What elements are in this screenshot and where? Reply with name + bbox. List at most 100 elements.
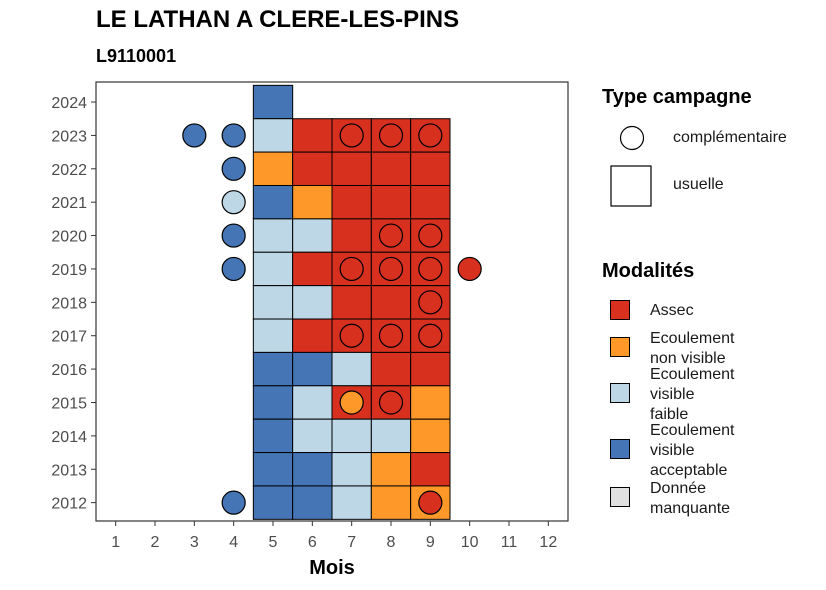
point-2021-4 — [221, 190, 246, 215]
cell-2022-5 — [252, 151, 294, 186]
cell-2021-6 — [292, 184, 333, 220]
point-2023-9 — [418, 123, 443, 148]
cell-2022-8 — [370, 151, 412, 186]
x-tick-label-2: 2 — [151, 534, 160, 551]
cell-2015-5 — [252, 385, 294, 420]
legend-type-circle: complémentaire — [610, 122, 787, 171]
cell-2013-6 — [292, 452, 333, 487]
y-tick-label-2023: 2023 — [51, 128, 87, 145]
cell-2012-5 — [252, 485, 294, 520]
cell-2018-8 — [370, 285, 412, 320]
cell-2021-5 — [252, 184, 294, 220]
cell-2019-5 — [252, 251, 294, 287]
legend-modalites-title: Modalités — [602, 260, 695, 282]
cell-2022-6 — [292, 151, 333, 186]
cell-2019-6 — [292, 251, 333, 287]
chart-subtitle: L9110001 — [96, 46, 177, 66]
legend-swatch-0 — [610, 300, 630, 320]
x-tick-label-3: 3 — [190, 534, 199, 551]
point-2012-9 — [418, 490, 443, 515]
cell-2023-5 — [252, 118, 294, 153]
y-tick-label-2021: 2021 — [51, 195, 87, 212]
cell-2016-9 — [410, 351, 451, 387]
x-tick-label-11: 11 — [501, 534, 518, 551]
cell-2012-7 — [331, 485, 372, 520]
y-tick-label-2017: 2017 — [51, 329, 87, 346]
cell-2018-7 — [331, 285, 372, 320]
y-tick-label-2020: 2020 — [51, 229, 87, 246]
legend-modalite-label: Ecoulement visible faible — [650, 366, 735, 423]
legend-modalites: Modalités — [602, 260, 694, 283]
y-tick-label-2022: 2022 — [51, 162, 87, 179]
y-tick-label-2014: 2014 — [51, 429, 87, 446]
legend-type-campagne: Type campagne — [602, 86, 752, 109]
x-tick-label-6: 6 — [308, 534, 317, 551]
cell-2016-7 — [331, 351, 372, 387]
point-2022-4 — [221, 156, 246, 181]
cell-2020-5 — [252, 218, 294, 253]
y-tick-label-2015: 2015 — [51, 395, 87, 412]
x-tick-label-10: 10 — [461, 534, 479, 551]
point-2019-4 — [221, 256, 246, 282]
legend-swatch-1 — [610, 337, 630, 357]
point-2015-7 — [339, 390, 364, 415]
cell-2014-7 — [331, 418, 372, 454]
point-2019-10 — [457, 256, 482, 282]
legend-circle-icon — [619, 125, 645, 151]
x-axis: 1 2 3 4 5 6 7 8 9 10 11 12 — [111, 521, 557, 551]
cell-2017-6 — [292, 318, 333, 353]
cell-2018-5 — [252, 285, 294, 320]
legend-swatch-3 — [610, 439, 630, 459]
y-tick-label-2016: 2016 — [51, 362, 87, 379]
cell-2021-7 — [331, 184, 372, 220]
plot-panel-border — [95, 81, 569, 522]
cell-2016-8 — [370, 351, 412, 387]
y-axis: 2012 2013 2014 2015 2016 2017 2018 2019 2020 2021… — [51, 95, 96, 513]
x-axis-title: Mois — [309, 557, 355, 579]
x-tick-label-1: 1 — [111, 534, 120, 551]
point-2019-9 — [418, 256, 443, 282]
legend-square-icon — [610, 165, 652, 207]
cell-2021-8 — [370, 184, 412, 220]
cell-2013-8 — [370, 452, 412, 487]
point-2023-8 — [378, 123, 404, 148]
legend-type-title: Type campagne — [602, 86, 752, 108]
point-2020-8 — [378, 223, 404, 248]
cell-2014-9 — [410, 418, 451, 454]
y-tick-label-2018: 2018 — [51, 295, 87, 312]
legend-modalite-label: Assec — [650, 302, 694, 319]
legend-swatch-4 — [610, 487, 630, 507]
point-2015-8 — [378, 390, 404, 415]
complementaire-points — [182, 123, 482, 515]
x-tick-label-12: 12 — [539, 534, 557, 551]
point-2017-9 — [418, 323, 443, 348]
usuelle-cells — [252, 84, 451, 520]
x-tick-label-5: 5 — [269, 534, 278, 551]
cell-2013-5 — [252, 452, 294, 487]
legend-modalite-label: Ecoulement non visible — [650, 330, 735, 367]
point-2017-7 — [339, 323, 364, 348]
y-tick-label-2019: 2019 — [51, 262, 87, 279]
x-tick-label-7: 7 — [347, 534, 356, 551]
point-2017-8 — [378, 323, 404, 348]
cell-2012-8 — [370, 485, 412, 520]
cell-2020-6 — [292, 218, 333, 253]
point-2020-4 — [221, 223, 246, 248]
point-2023-3 — [182, 123, 207, 148]
cell-2022-9 — [410, 151, 451, 186]
cell-2014-5 — [252, 418, 294, 454]
cell-2014-6 — [292, 418, 333, 454]
point-2012-4 — [221, 490, 246, 515]
point-2019-7 — [339, 256, 364, 282]
x-tick-label-9: 9 — [426, 534, 435, 551]
legend-modalite-label: Ecoulement visible acceptable — [650, 422, 735, 479]
cell-2016-6 — [292, 351, 333, 387]
cell-2017-5 — [252, 318, 294, 353]
cell-2023-6 — [292, 118, 333, 153]
cell-2014-8 — [370, 418, 412, 454]
point-2018-9 — [418, 290, 443, 315]
y-tick-label-2024: 2024 — [51, 95, 87, 112]
cell-2022-7 — [331, 151, 372, 186]
cell-2015-6 — [292, 385, 333, 420]
